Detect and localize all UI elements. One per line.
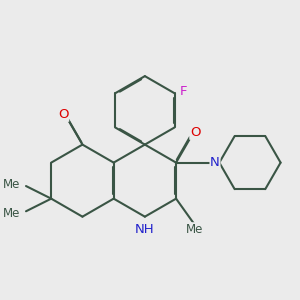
Text: O: O (190, 126, 200, 139)
Text: N: N (210, 156, 220, 169)
Text: Me: Me (3, 178, 21, 191)
Text: O: O (58, 108, 69, 121)
Text: F: F (180, 85, 187, 98)
Text: Me: Me (3, 207, 21, 220)
Text: Me: Me (185, 223, 203, 236)
Text: NH: NH (135, 223, 155, 236)
